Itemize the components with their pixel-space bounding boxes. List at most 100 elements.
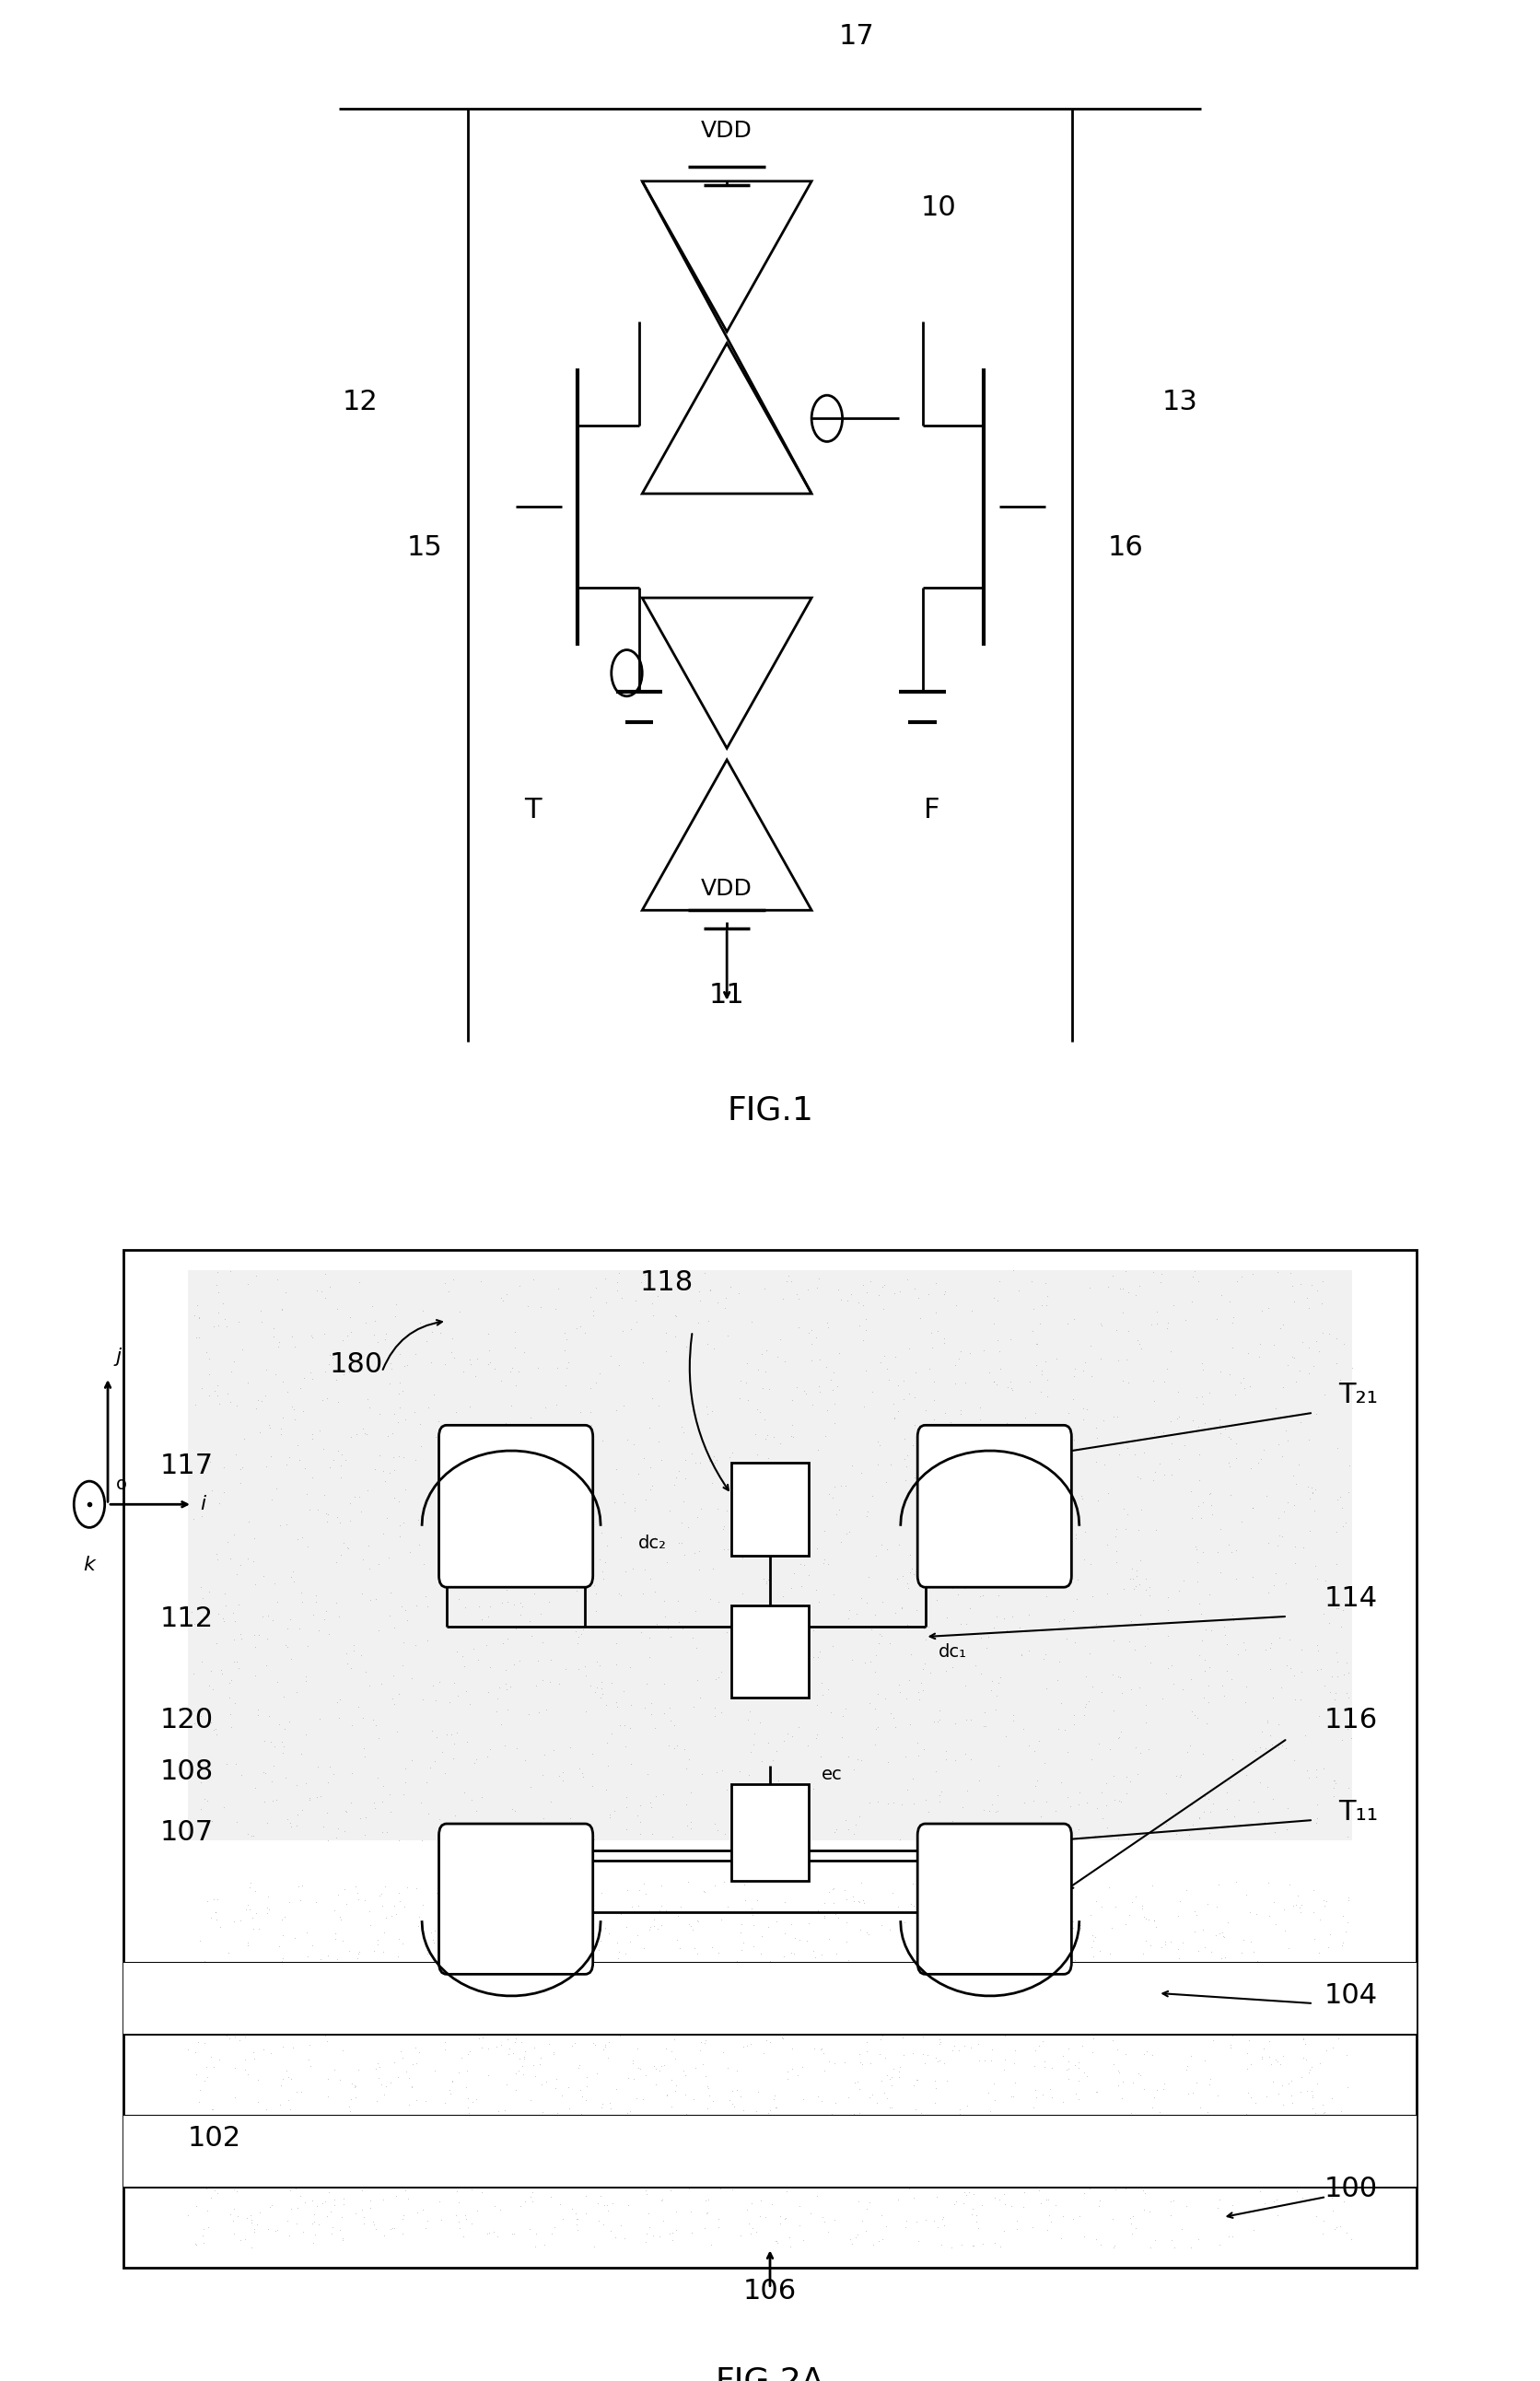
Point: [456, 2036, 480, 2074]
Point: [1086, 1724, 1110, 1762]
Point: [390, 1588, 414, 1626]
Text: 102: 102: [188, 2124, 242, 2152]
Point: [750, 1369, 775, 1407]
Point: [1307, 1900, 1332, 1938]
Point: [228, 2098, 253, 2136]
Point: [536, 1983, 561, 2021]
Point: [588, 1662, 613, 1700]
Point: [718, 1267, 742, 1305]
Point: [855, 1583, 879, 1621]
Point: [416, 1926, 440, 1964]
Point: [1084, 1443, 1109, 1481]
Point: [246, 1691, 271, 1729]
Point: [1113, 1510, 1138, 1548]
Point: [286, 1610, 311, 1648]
Point: [984, 1776, 1009, 1814]
Point: [813, 1898, 838, 1936]
Point: [584, 1364, 608, 1402]
Point: [420, 1712, 445, 1750]
Point: [556, 1555, 581, 1593]
Point: [427, 2183, 451, 2221]
Point: [1284, 1886, 1309, 1924]
Point: [962, 2117, 987, 2155]
Point: [1324, 1343, 1349, 1381]
Point: [437, 1683, 462, 1721]
Point: [553, 1488, 578, 1526]
Point: [297, 1971, 322, 2010]
Point: [1220, 1741, 1244, 1779]
Point: [351, 1410, 376, 1448]
Point: [718, 2081, 742, 2119]
Point: [246, 2193, 271, 2231]
Point: [702, 1805, 727, 1843]
Point: [208, 2107, 233, 2145]
Point: [559, 1983, 584, 2021]
Point: [756, 1724, 781, 1762]
Point: [393, 2052, 417, 2091]
Point: [1234, 1667, 1258, 1705]
Point: [325, 1498, 350, 1536]
Point: [1149, 1255, 1173, 1293]
Point: [303, 1583, 328, 1621]
Point: [1126, 1755, 1150, 1793]
Point: [1292, 1988, 1317, 2026]
Point: [277, 1945, 302, 1983]
Point: [183, 1386, 208, 1424]
Point: [228, 1974, 253, 2012]
Point: [1186, 1798, 1210, 1836]
Point: [648, 1905, 673, 1943]
Point: [254, 1645, 279, 1683]
Point: [188, 1762, 213, 1800]
Point: [667, 1452, 691, 1491]
Point: [1112, 1571, 1137, 1610]
Point: [701, 1438, 725, 1476]
Point: [628, 1802, 653, 1841]
Point: [679, 1433, 704, 1471]
Point: [913, 1502, 938, 1541]
Point: [360, 1288, 385, 1326]
Point: [869, 1617, 893, 1655]
Point: [306, 2160, 331, 2198]
Point: [922, 1264, 947, 1302]
Point: [1087, 2186, 1112, 2224]
Point: [213, 1788, 237, 1826]
Point: [721, 2071, 745, 2110]
Point: [231, 1419, 256, 1457]
Point: [223, 1745, 248, 1783]
Point: [1264, 2181, 1289, 2219]
Point: [330, 1445, 354, 1483]
Point: [1274, 1986, 1298, 2024]
Point: [448, 1474, 473, 1512]
Point: [1326, 1643, 1351, 1681]
Point: [1157, 1579, 1181, 1617]
Point: [454, 1671, 479, 1710]
Point: [825, 1900, 850, 1938]
Point: [1038, 1560, 1063, 1598]
Point: [417, 1748, 442, 1786]
Point: [1113, 1252, 1138, 1291]
Point: [1257, 2038, 1281, 2076]
Point: [479, 1881, 504, 1919]
Point: [1141, 1900, 1166, 1938]
Point: [216, 1955, 240, 1993]
Point: [926, 2207, 950, 2245]
Point: [910, 2133, 935, 2171]
Point: [869, 2062, 893, 2100]
Point: [1164, 1400, 1189, 1438]
Point: [1206, 1864, 1230, 1902]
Point: [698, 1271, 722, 1310]
Point: [436, 1414, 460, 1452]
Point: [795, 1495, 819, 1533]
Point: [893, 1738, 918, 1776]
Point: [1161, 1664, 1186, 1702]
Point: [1155, 2145, 1180, 2183]
Point: [947, 2091, 972, 2129]
Point: [200, 1802, 225, 1841]
Point: [1244, 1941, 1269, 1979]
Point: [827, 2098, 852, 2136]
Point: [536, 1981, 561, 2019]
Point: [707, 2169, 731, 2207]
Point: [779, 1776, 804, 1814]
Point: [494, 1405, 519, 1443]
Point: [477, 2214, 502, 2252]
